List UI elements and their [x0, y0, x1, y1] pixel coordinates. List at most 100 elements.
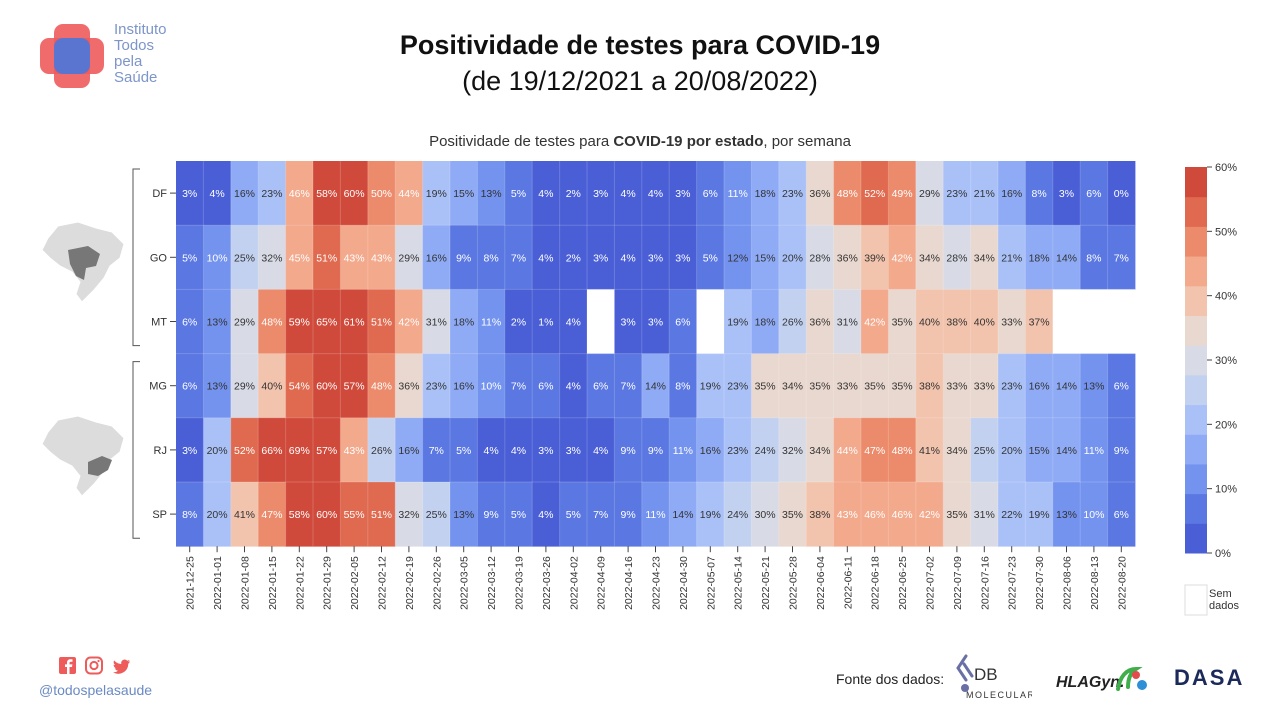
chart-title-bold-part: COVID-19 por estado	[613, 133, 764, 150]
heatmap-cell-label: 16%	[453, 381, 474, 393]
db-molecular-logo: DB MOLECULAR	[956, 654, 1032, 700]
heatmap-cell	[395, 482, 423, 547]
colorbar-tick-label: 60%	[1215, 162, 1237, 174]
heatmap-cell	[176, 289, 204, 354]
heatmap-cell-label: 29%	[234, 381, 255, 393]
heatmap-cell	[833, 482, 862, 547]
x-tick-label: 2022-03-12	[486, 556, 498, 610]
heatmap-cell	[998, 482, 1026, 547]
heatmap-cell	[203, 225, 232, 290]
x-tick-label: 2022-05-07	[705, 556, 717, 610]
heatmap-cell	[998, 225, 1026, 290]
heatmap-cell	[203, 161, 232, 226]
heatmap-cell-label: 36%	[809, 317, 830, 329]
x-tick-label: 2022-04-02	[568, 556, 580, 610]
heatmap-cell	[477, 225, 506, 290]
heatmap-cell-label: 35%	[809, 381, 830, 393]
heatmap-cell	[861, 482, 889, 547]
heatmap-cell	[1107, 482, 1136, 547]
heatmap-cell-label: 21%	[1001, 252, 1022, 264]
heatmap-cell-label: 35%	[864, 381, 885, 393]
heatmap-cell-label: 11%	[481, 317, 501, 329]
facebook-icon[interactable]	[59, 657, 76, 674]
heatmap-cell-label: 2%	[511, 317, 526, 329]
heatmap-cell-label: 18%	[755, 188, 776, 200]
x-tick-label: 2022-05-28	[788, 556, 800, 610]
heatmap-cell-label: 3%	[621, 317, 636, 329]
heatmap-cell	[778, 161, 807, 226]
heatmap-cell	[1025, 225, 1054, 290]
heatmap-cell	[970, 161, 999, 226]
heatmap-cell	[176, 161, 204, 226]
y-tick-label: MT	[151, 317, 167, 329]
db-logo-text: DB	[974, 665, 998, 684]
heatmap-cell-label: 4%	[593, 445, 608, 457]
heatmap-cell	[258, 289, 286, 354]
heatmap-cell-label: 23%	[1001, 381, 1022, 393]
heatmap-cell-label: 16%	[234, 188, 255, 200]
heatmap-cell	[450, 482, 478, 547]
heatmap-cell	[724, 353, 752, 419]
heatmap-cell-label: 3%	[1059, 188, 1074, 200]
heatmap-cell	[450, 225, 478, 290]
heatmap-cell	[313, 161, 341, 226]
heatmap-cell	[532, 161, 560, 226]
x-tick-label: 2022-06-04	[815, 556, 827, 610]
heatmap-cell-label: 13%	[1083, 381, 1104, 393]
colorbar-tick-label: 10%	[1215, 484, 1237, 496]
x-tick-label: 2022-07-23	[1007, 556, 1019, 610]
colorbar-segment	[1185, 434, 1207, 465]
heatmap-cell-label: 46%	[892, 509, 913, 521]
heatmap-cell	[751, 417, 780, 483]
heatmap-cell-label: 2%	[566, 252, 581, 264]
heatmap-cell	[258, 225, 286, 290]
heatmap-cell	[833, 353, 862, 419]
heatmap-cell	[450, 353, 478, 419]
heatmap-cell	[696, 482, 725, 547]
heatmap-cell	[614, 482, 643, 547]
heatmap-cell	[340, 482, 369, 547]
heatmap-cell-label: 19%	[700, 509, 721, 521]
heatmap-cell	[532, 417, 560, 483]
institute-logo-mark	[40, 24, 104, 88]
x-tick-label: 2022-06-11	[842, 556, 854, 609]
hlagyn-logo: HLAGyn.	[1056, 666, 1147, 691]
heatmap-cell	[915, 417, 944, 483]
heatmap-cell-label: 11%	[728, 188, 748, 200]
heatmap-cell-label: 2%	[566, 188, 581, 200]
heatmap-cell-label: 38%	[919, 381, 940, 393]
heatmap-cell	[532, 225, 560, 290]
heatmap-cell	[285, 353, 314, 419]
heatmap-cell-label: 13%	[481, 188, 502, 200]
heatmap-cell-label: 3%	[675, 188, 690, 200]
heatmap-cell-label: 54%	[289, 381, 310, 393]
instagram-icon[interactable]	[85, 656, 103, 675]
heatmap-cell	[532, 482, 560, 547]
heatmap-cell-label: 16%	[700, 445, 721, 457]
heatmap-cell-label: 5%	[511, 509, 526, 521]
heatmap-cell-label: 28%	[809, 252, 830, 264]
heatmap-cell-label: 3%	[593, 188, 608, 200]
heatmap-cell	[751, 289, 780, 354]
colorbar-segment	[1185, 196, 1207, 227]
heatmap-cell	[669, 417, 697, 483]
heatmap-cell	[998, 289, 1026, 354]
colorbar-segment	[1185, 285, 1207, 316]
social-handle[interactable]: @todospelasaude	[39, 682, 153, 698]
heatmap-cell-label: 51%	[371, 317, 392, 329]
brazil-map-southeast-icon	[41, 415, 125, 497]
heatmap-cell-label: 4%	[566, 317, 581, 329]
heatmap-cell-label: 31%	[426, 317, 447, 329]
heatmap-cell-label: 41%	[919, 445, 940, 457]
heatmap-cell-label: 8%	[675, 381, 690, 393]
heatmap-cell-label: 34%	[946, 445, 967, 457]
heatmap-cell	[696, 417, 725, 483]
heatmap-cell-label: 14%	[1056, 252, 1077, 264]
heatmap-cell-label: 3%	[538, 445, 553, 457]
heatmap-cell-label: 47%	[864, 445, 885, 457]
heatmap-cell-label: 23%	[426, 381, 447, 393]
heatmap-cell-label: 11%	[1084, 445, 1104, 457]
x-tick-label: 2022-02-05	[349, 556, 361, 610]
twitter-icon[interactable]	[113, 659, 130, 674]
heatmap-cell	[724, 225, 752, 290]
